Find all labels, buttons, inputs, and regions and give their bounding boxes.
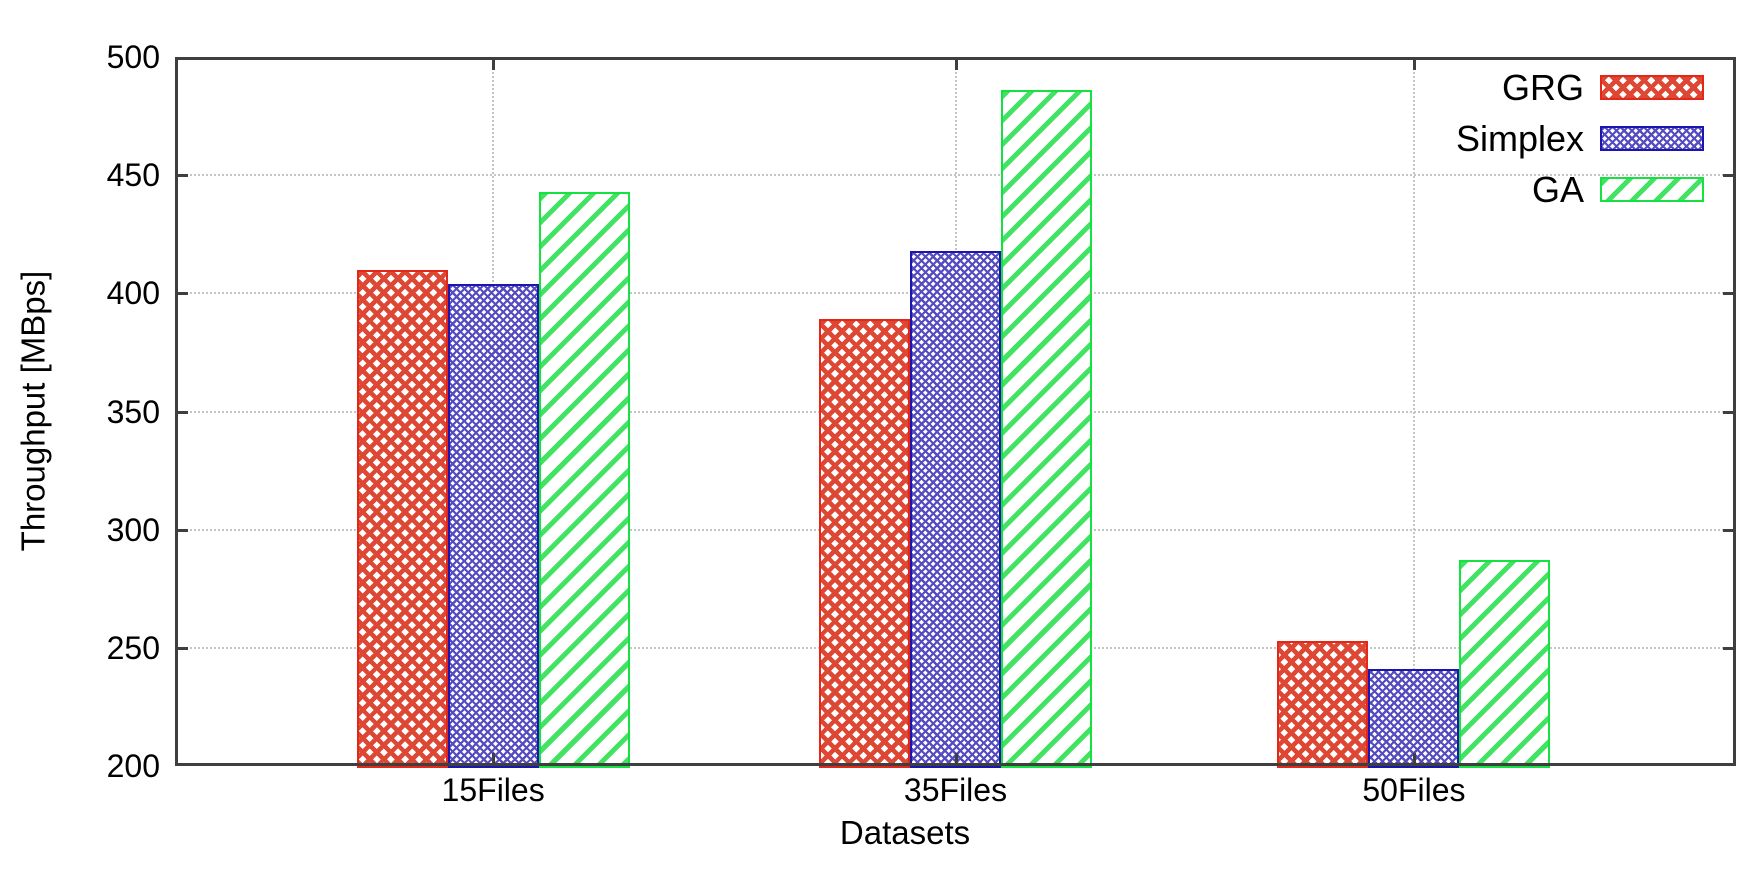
- y-tick-left: [175, 646, 188, 650]
- x-gridline: [1412, 57, 1415, 766]
- y-tick-right: [1723, 646, 1736, 650]
- bar-ga-50files: [1459, 560, 1551, 768]
- y-axis-title: Throughput [MBps]: [14, 270, 52, 552]
- legend-row-grg: GRG: [1456, 62, 1704, 113]
- y-tick-left: [175, 528, 188, 532]
- y-tick-left: [175, 292, 188, 296]
- bar-grg-15files: [356, 269, 448, 768]
- bar-ga-15files: [538, 191, 630, 768]
- y-tick-right: [1723, 174, 1736, 178]
- legend: GRG Simplex GA: [1456, 62, 1704, 215]
- x-tick-bottom: [1412, 753, 1416, 766]
- y-tick-right: [1723, 292, 1736, 296]
- legend-label-ga: GA: [1531, 168, 1584, 210]
- legend-swatch-ga: [1600, 177, 1704, 202]
- y-tick-left: [175, 410, 188, 414]
- x-tick-top: [1412, 57, 1416, 70]
- x-tick-top: [492, 57, 496, 70]
- bar-ga-35files: [1001, 90, 1092, 768]
- x-tick-label: 15Files: [441, 772, 545, 808]
- y-tick-label: 450: [106, 157, 160, 194]
- y-tick-label: 350: [106, 393, 160, 430]
- bar-grg-35files: [819, 319, 910, 768]
- y-tick-label: 400: [106, 275, 160, 312]
- y-tick-label: 250: [106, 629, 160, 666]
- x-tick-label: 50Files: [1362, 772, 1466, 808]
- legend-swatch-simplex: [1600, 126, 1704, 151]
- bar-simplex-15files: [447, 283, 539, 768]
- y-tick-right: [1723, 528, 1736, 532]
- x-tick-bottom: [492, 753, 496, 766]
- legend-swatch-grg: [1600, 75, 1704, 100]
- legend-row-simplex: Simplex: [1456, 113, 1704, 164]
- x-tick-label: 35Files: [903, 772, 1008, 808]
- y-tick-left: [175, 174, 188, 178]
- y-tick-label: 300: [106, 511, 160, 548]
- bar-grg-50files: [1277, 640, 1369, 768]
- x-tick-bottom: [954, 753, 958, 766]
- y-tick-label: 200: [106, 748, 160, 784]
- y-tick-right: [1723, 410, 1736, 414]
- bar-simplex-35files: [910, 250, 1001, 768]
- legend-label-grg: GRG: [1501, 66, 1584, 108]
- x-tick-top: [954, 57, 958, 70]
- bar-simplex-50files: [1368, 669, 1460, 768]
- y-tick-label: 500: [106, 39, 160, 75]
- x-axis-title: Datasets: [839, 814, 971, 851]
- legend-label-simplex: Simplex: [1455, 117, 1584, 159]
- legend-row-ga: GA: [1456, 164, 1704, 215]
